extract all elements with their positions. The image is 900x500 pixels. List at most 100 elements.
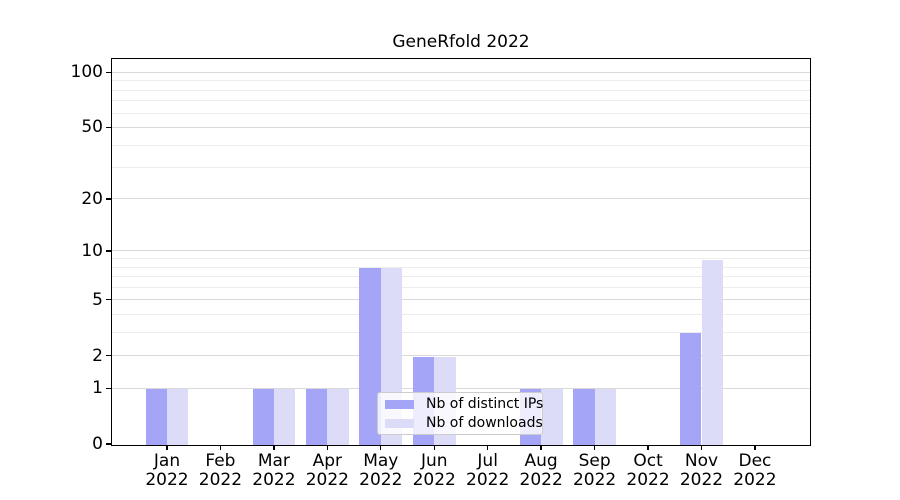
x-tick-year: 2022 — [198, 470, 243, 490]
y-tick-label-0: 0 — [92, 434, 103, 454]
x-tick-year: 2022 — [466, 470, 510, 490]
gridline-minor — [112, 266, 810, 268]
y-tick-mark — [106, 126, 112, 129]
bar-distinct-ips-mar — [252, 389, 274, 445]
y-tick-mark — [106, 354, 112, 357]
gridline-major — [112, 71, 810, 73]
x-tick-month: Mar — [257, 451, 290, 471]
x-tick-month: Jun — [420, 451, 448, 471]
gridline-minor — [112, 112, 810, 114]
gridline-minor — [112, 331, 810, 333]
x-tick-year: 2022 — [359, 470, 403, 490]
x-tick-mark — [326, 445, 329, 450]
gridline-major — [112, 250, 810, 252]
x-tick-year: 2022 — [519, 470, 563, 490]
x-tick-mark — [487, 445, 489, 450]
x-tick-year: 2022 — [145, 470, 189, 490]
x-tick-month: Nov — [684, 451, 719, 471]
plot-area: Nb of distinct IPs Nb of downloads — [111, 58, 811, 446]
x-tick-mark — [433, 445, 435, 450]
gridline-minor — [112, 144, 810, 146]
x-tick-year: 2022 — [252, 470, 296, 490]
x-tick-label-aug: Aug 2022 — [496, 452, 586, 490]
bar-distinct-ips-apr — [305, 389, 328, 445]
y-tick-label-5: 5 — [92, 289, 103, 310]
x-tick-month: Aug — [524, 451, 558, 471]
y-tick-label-20: 20 — [81, 188, 103, 209]
bar-downloads-jan — [167, 389, 189, 445]
bar-downloads-sep — [594, 389, 616, 445]
y-tick-mark — [106, 71, 112, 74]
bar-distinct-ips-jan — [145, 389, 167, 445]
x-tick-label-oct: Oct 2022 — [603, 452, 693, 490]
x-tick-month: Jan — [153, 451, 181, 471]
bar-distinct-ips-sep — [573, 389, 595, 445]
chart-title: GeneRfold 2022 — [392, 32, 530, 52]
x-tick-mark — [540, 445, 542, 450]
y-tick-mark — [106, 299, 112, 301]
x-tick-label-jul: Jul 2022 — [443, 452, 533, 490]
y-tick-label-2: 2 — [92, 345, 103, 366]
gridline-minor — [112, 276, 810, 278]
x-tick-mark — [700, 445, 703, 450]
x-tick-month: Oct — [633, 451, 663, 471]
y-tick-mark — [106, 443, 112, 445]
gridline-minor — [112, 286, 810, 288]
x-tick-year: 2022 — [733, 470, 777, 490]
y-tick-label-1: 1 — [92, 378, 103, 399]
x-tick-label-apr: Apr 2022 — [282, 452, 372, 490]
x-tick-year: 2022 — [572, 470, 617, 490]
bar-downloads-aug — [541, 389, 563, 445]
x-tick-label-jun: Jun 2022 — [389, 452, 479, 490]
gridline-minor — [112, 167, 810, 169]
x-tick-mark — [219, 445, 222, 450]
x-tick-mark — [754, 445, 756, 450]
y-tick-label-10: 10 — [81, 240, 103, 261]
y-tick-label-50: 50 — [81, 117, 103, 138]
x-tick-month: Dec — [738, 451, 772, 471]
gridline-minor — [112, 100, 810, 102]
x-tick-month: May — [363, 451, 399, 471]
legend: Nb of distinct IPs Nb of downloads — [377, 392, 543, 435]
x-tick-year: 2022 — [626, 470, 670, 490]
legend-swatch-downloads — [385, 418, 414, 428]
gridline-major — [112, 355, 810, 357]
x-tick-month: Apr — [312, 451, 343, 471]
x-tick-year: 2022 — [679, 470, 724, 490]
y-tick-mark — [106, 387, 112, 389]
bar-downloads-mar — [273, 389, 296, 445]
x-tick-mark — [380, 445, 382, 450]
x-tick-year: 2022 — [412, 470, 456, 490]
legend-item-distinct-ips: Nb of distinct IPs — [385, 396, 543, 412]
legend-swatch-distinct-ips — [385, 399, 414, 409]
x-tick-mark — [273, 445, 275, 450]
x-tick-label-may: May 2022 — [336, 452, 426, 490]
x-tick-year: 2022 — [305, 470, 349, 490]
gridline-minor — [112, 80, 810, 82]
gridline-minor — [112, 258, 810, 260]
legend-item-downloads: Nb of downloads — [385, 415, 543, 431]
y-tick-mark — [106, 250, 112, 252]
x-tick-month: Sep — [578, 451, 611, 471]
x-tick-month: Feb — [205, 451, 236, 471]
x-tick-label-dec: Dec 2022 — [710, 452, 800, 490]
legend-label-downloads: Nb of downloads — [426, 415, 543, 431]
bar-distinct-ips-nov — [680, 333, 702, 445]
x-tick-month: Jul — [477, 451, 498, 471]
x-tick-label-nov: Nov 2022 — [657, 452, 747, 490]
y-tick-mark — [106, 198, 112, 200]
x-tick-mark — [647, 445, 649, 450]
gridline-major — [112, 387, 810, 389]
x-tick-label-jan: Jan 2022 — [122, 452, 212, 490]
x-tick-label-feb: Feb 2022 — [175, 452, 265, 490]
legend-label-distinct-ips: Nb of distinct IPs — [426, 396, 544, 412]
x-tick-label-mar: Mar 2022 — [229, 452, 319, 490]
gridline-major — [112, 126, 810, 128]
gridline-major — [112, 299, 810, 301]
gridline-minor — [112, 313, 810, 315]
gridline-minor — [112, 89, 810, 91]
x-tick-mark — [166, 445, 168, 450]
gridline-major — [112, 198, 810, 200]
y-tick-label-100: 100 — [70, 62, 103, 83]
